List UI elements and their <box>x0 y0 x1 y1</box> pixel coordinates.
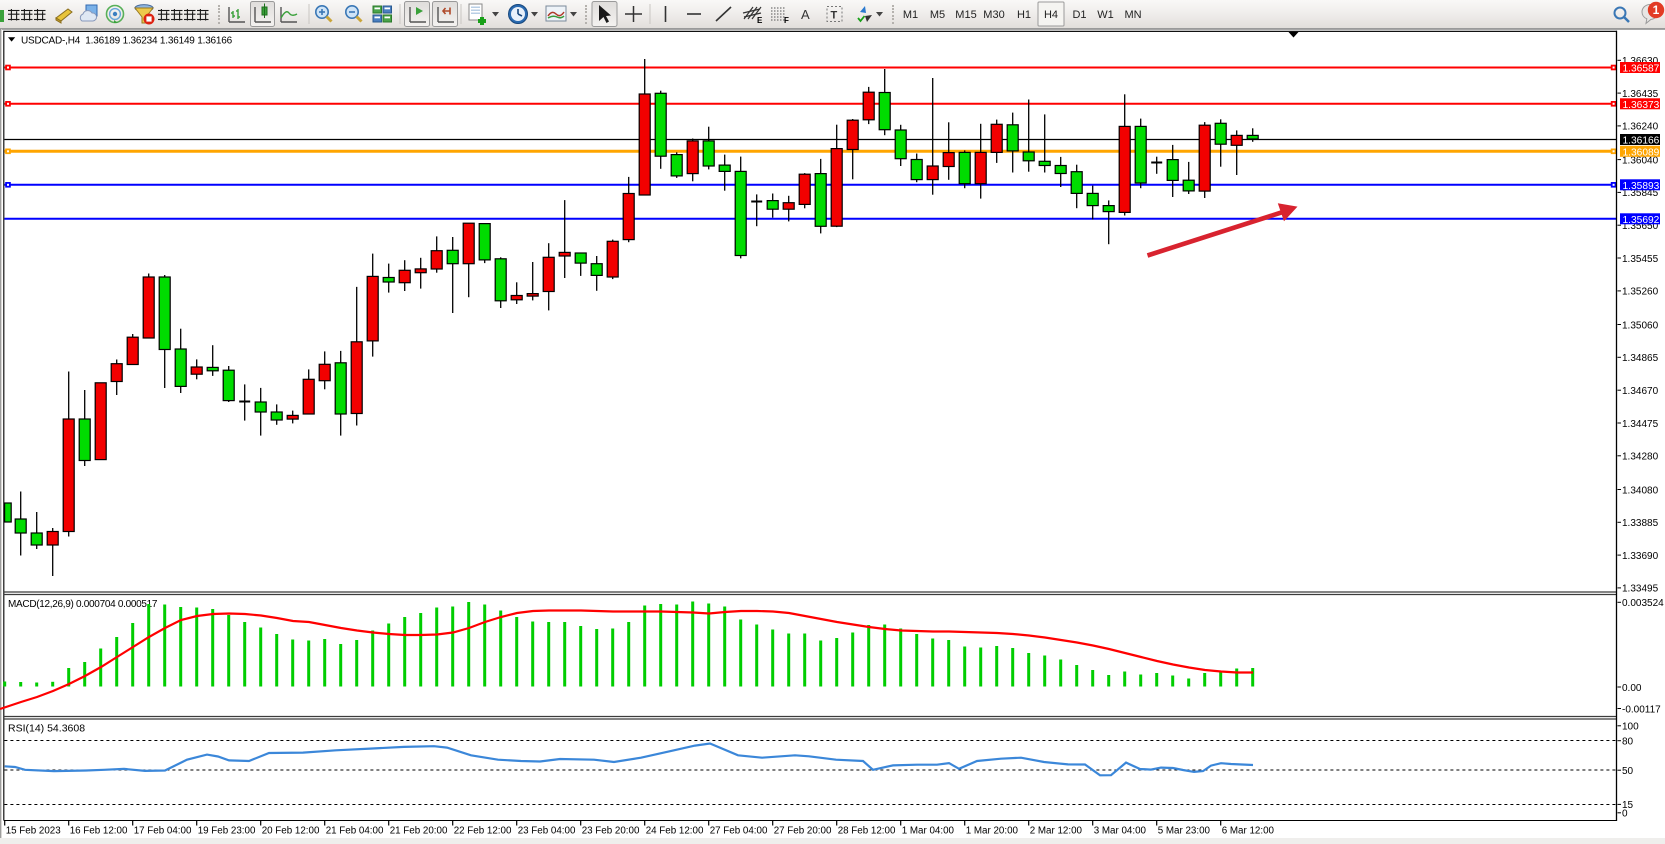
svg-text:23 Feb 04:00: 23 Feb 04:00 <box>518 826 576 837</box>
svg-text:21 Feb 04:00: 21 Feb 04:00 <box>326 826 384 837</box>
svg-text:MN: MN <box>1124 9 1141 21</box>
svg-text:2 Mar 12:00: 2 Mar 12:00 <box>1030 826 1083 837</box>
svg-text:27 Feb 20:00: 27 Feb 20:00 <box>774 826 832 837</box>
svg-text:1.36240: 1.36240 <box>1622 122 1659 133</box>
svg-text:5 Mar 23:00: 5 Mar 23:00 <box>1158 826 1211 837</box>
svg-text:15 Feb 2023: 15 Feb 2023 <box>6 826 62 837</box>
svg-text:0.003524: 0.003524 <box>1622 598 1664 609</box>
svg-text:50: 50 <box>1622 766 1634 777</box>
svg-text:USDCAD-,H4 1.36189 1.36234 1.: USDCAD-,H4 1.36189 1.36234 1.36149 1.361… <box>21 36 233 47</box>
svg-text:1.33495: 1.33495 <box>1622 584 1659 595</box>
svg-text:20 Feb 12:00: 20 Feb 12:00 <box>262 826 320 837</box>
svg-text:1.35650: 1.35650 <box>1622 221 1659 232</box>
svg-text:1.36166: 1.36166 <box>1623 136 1660 147</box>
svg-text:H4: H4 <box>1044 9 1058 21</box>
svg-text:1.36040: 1.36040 <box>1622 155 1659 166</box>
svg-text:24 Feb 12:00: 24 Feb 12:00 <box>646 826 704 837</box>
svg-text:1.33690: 1.33690 <box>1622 551 1659 562</box>
svg-text:23 Feb 20:00: 23 Feb 20:00 <box>582 826 640 837</box>
svg-text:A: A <box>801 7 810 22</box>
svg-text:MACD(12,26,9) 0.000704 0.00051: MACD(12,26,9) 0.000704 0.000517 <box>8 599 158 610</box>
svg-text:1.34080: 1.34080 <box>1622 485 1659 496</box>
svg-text:1: 1 <box>1653 3 1660 17</box>
svg-text:1.36587: 1.36587 <box>1623 64 1660 75</box>
svg-text:F: F <box>784 16 789 25</box>
svg-text:D1: D1 <box>1072 9 1086 21</box>
svg-text:RSI(14) 54.3608: RSI(14) 54.3608 <box>8 723 85 735</box>
svg-text:27 Feb 04:00: 27 Feb 04:00 <box>710 826 768 837</box>
svg-text:1.36089: 1.36089 <box>1623 148 1660 159</box>
svg-text:22 Feb 12:00: 22 Feb 12:00 <box>454 826 512 837</box>
svg-text:1.36630: 1.36630 <box>1622 56 1659 67</box>
svg-text:1 Mar 20:00: 1 Mar 20:00 <box>966 826 1019 837</box>
svg-text:1.34280: 1.34280 <box>1622 452 1659 463</box>
svg-text:1.35692: 1.35692 <box>1623 215 1660 226</box>
svg-text:1.35260: 1.35260 <box>1622 287 1659 298</box>
svg-text:H1: H1 <box>1017 9 1031 21</box>
svg-text:M1: M1 <box>903 9 918 21</box>
svg-text:100: 100 <box>1622 722 1639 733</box>
svg-text:28 Feb 12:00: 28 Feb 12:00 <box>838 826 896 837</box>
svg-text:1.35455: 1.35455 <box>1622 254 1659 265</box>
svg-text:M15: M15 <box>955 9 976 21</box>
svg-text:T: T <box>831 10 838 22</box>
svg-text:M30: M30 <box>983 9 1004 21</box>
svg-text:1.35060: 1.35060 <box>1622 320 1659 331</box>
svg-text:W1: W1 <box>1097 9 1114 21</box>
svg-text:6 Mar 12:00: 6 Mar 12:00 <box>1222 826 1275 837</box>
svg-text:1.33885: 1.33885 <box>1622 518 1659 529</box>
svg-text:M5: M5 <box>930 9 945 21</box>
svg-text:3 Mar 04:00: 3 Mar 04:00 <box>1094 826 1147 837</box>
svg-text:19 Feb 23:00: 19 Feb 23:00 <box>198 826 256 837</box>
svg-text:1.35893: 1.35893 <box>1623 181 1660 192</box>
svg-text:1.36435: 1.36435 <box>1622 89 1659 100</box>
svg-text:21 Feb 20:00: 21 Feb 20:00 <box>390 826 448 837</box>
svg-text:1 Mar 04:00: 1 Mar 04:00 <box>902 826 955 837</box>
svg-text:E: E <box>757 16 763 25</box>
svg-text:15: 15 <box>1622 800 1634 811</box>
svg-text:1.34475: 1.34475 <box>1622 419 1659 430</box>
svg-text:-0.00117: -0.00117 <box>1622 704 1661 715</box>
svg-text:1.34865: 1.34865 <box>1622 353 1659 364</box>
svg-text:1.36373: 1.36373 <box>1623 100 1660 111</box>
svg-text:16 Feb 12:00: 16 Feb 12:00 <box>70 826 128 837</box>
svg-text:0: 0 <box>1622 809 1628 820</box>
svg-text:1.35845: 1.35845 <box>1622 188 1659 199</box>
svg-text:1.34670: 1.34670 <box>1622 386 1659 397</box>
svg-text:80: 80 <box>1622 737 1634 748</box>
svg-text:0.00: 0.00 <box>1622 683 1642 694</box>
svg-text:17 Feb 04:00: 17 Feb 04:00 <box>134 826 192 837</box>
